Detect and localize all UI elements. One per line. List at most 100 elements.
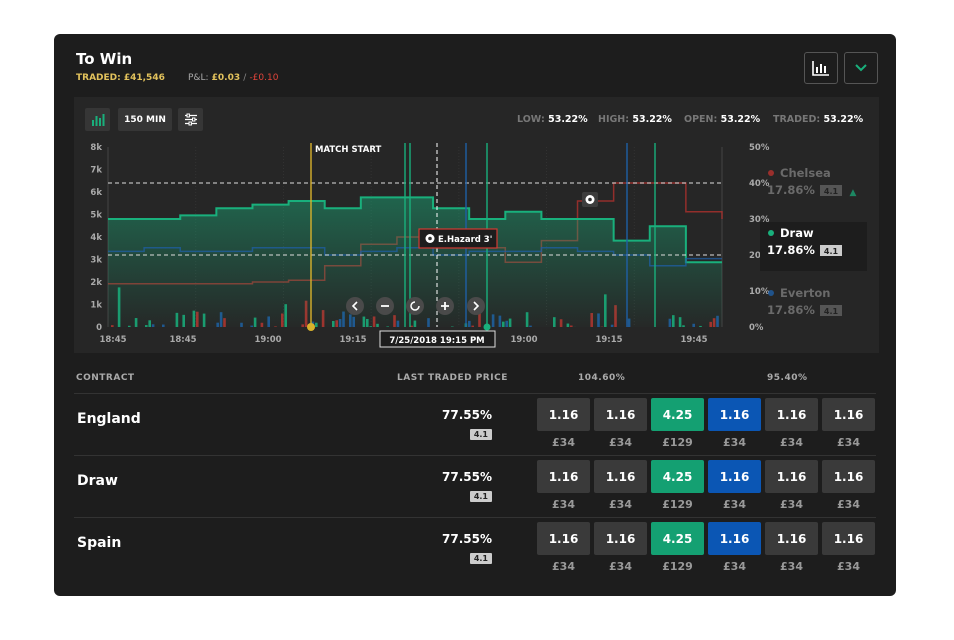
contract-name: Spain — [77, 535, 122, 551]
draw-series-line — [108, 196, 722, 264]
lay-price-button[interactable]: 1.16 — [765, 522, 818, 555]
available-amount: £34 — [609, 560, 632, 573]
market-summary: TRADED: £41,546 P&L: £0.03 / -£0.10 — [76, 73, 278, 83]
legend-dot — [768, 170, 774, 176]
legend-badge: 4.1 — [824, 307, 839, 316]
legend-value: 17.86% — [767, 243, 815, 257]
y-tick-left: 0 — [96, 323, 102, 333]
bar-chart-icon — [812, 61, 829, 76]
available-amount: £34 — [609, 498, 632, 511]
legend-value: 17.86% — [767, 303, 815, 317]
table-row: England 77.55% 4.1 1.16 £34 1.16 £34 4.25 £129 1.… — [74, 393, 876, 455]
lay-price-button[interactable]: 1.16 — [765, 460, 818, 493]
available-amount: £34 — [609, 436, 632, 449]
chart-toggle-button[interactable] — [804, 52, 838, 84]
back-price-button[interactable]: 1.16 — [594, 460, 647, 493]
back-price-button[interactable]: 1.16 — [594, 522, 647, 555]
odds-badge: 4.1 — [469, 553, 492, 564]
lay-price-button[interactable]: 1.16 — [822, 398, 875, 431]
x-tick: 18:45 — [99, 335, 126, 345]
collapse-button[interactable] — [844, 52, 878, 84]
x-tick: 19:15 — [595, 335, 622, 345]
available-amount: £129 — [662, 436, 693, 449]
market-title: To Win — [76, 50, 133, 68]
lay-price-button[interactable]: 1.16 — [708, 398, 761, 431]
available-amount: £34 — [723, 560, 746, 573]
chart-settings-button[interactable] — [178, 108, 203, 131]
legend-dot — [768, 230, 774, 236]
x-tick: 19:15 — [339, 335, 366, 345]
chart-type-button[interactable] — [85, 108, 110, 131]
event-tooltip — [418, 228, 498, 249]
range-select-button[interactable]: 150 MIN — [118, 108, 172, 131]
match-start-dot — [307, 323, 315, 331]
y-tick-right: 50% — [749, 143, 770, 153]
chevron-left-icon[interactable] — [346, 297, 364, 315]
back-price-button[interactable]: 4.25 — [651, 398, 704, 431]
lay-price-button[interactable]: 1.16 — [765, 398, 818, 431]
y-tick-left: 1k — [90, 301, 102, 311]
football-icon — [428, 236, 432, 241]
back-price-button[interactable]: 1.16 — [537, 398, 590, 431]
up-arrow-icon: ▲ — [850, 188, 857, 198]
legend-badge-bg — [820, 185, 842, 196]
back-price-button[interactable]: 4.25 — [651, 460, 704, 493]
chevron-right-icon — [473, 301, 480, 311]
y-tick-right: 0% — [749, 323, 764, 333]
col-ltp: LAST TRADED PRICE — [397, 373, 508, 383]
back-price-button[interactable]: 1.16 — [594, 398, 647, 431]
football-icon — [588, 197, 592, 202]
market-panel: To Win TRADED: £41,546 P&L: £0.03 / -£0.… — [54, 34, 896, 596]
back-price-button[interactable]: 4.25 — [651, 522, 704, 555]
y-tick-left: 8k — [90, 143, 102, 153]
y-tick-right: 20% — [749, 251, 770, 261]
x-tick: 19:00 — [510, 335, 537, 345]
available-amount: £34 — [723, 498, 746, 511]
bar-chart-icon — [91, 113, 104, 126]
event-label: E.Hazard 3' — [438, 235, 492, 245]
col-back-percent: 104.60% — [578, 373, 626, 383]
x-tick: 18:45 — [169, 335, 196, 345]
price-chart[interactable]: 8k 7k 6k 5k 4k 3k 2k 1k 0 50% 40% 30% 20% 10% 0% MATCH … — [74, 97, 879, 353]
back-price-button[interactable]: 1.16 — [537, 522, 590, 555]
odds-badge: 4.1 — [469, 429, 492, 440]
pl-separator: / — [243, 73, 247, 83]
chart-area: 150 MIN LOW: 53.22% HIGH: 53.22% OPEN: 5… — [74, 97, 879, 353]
contract-name: England — [77, 411, 141, 427]
available-amount: £34 — [837, 498, 860, 511]
stat-open: OPEN: 53.22% — [684, 114, 761, 125]
stat-traded: TRADED: 53.22% — [773, 114, 864, 125]
y-tick-right: 40% — [749, 179, 770, 189]
legend-badge: 4.1 — [824, 247, 839, 256]
y-tick-left: 7k — [90, 166, 102, 176]
available-amount: £34 — [837, 436, 860, 449]
plus-icon — [441, 302, 449, 310]
lay-price-button[interactable]: 1.16 — [708, 460, 761, 493]
available-amount: £129 — [662, 560, 693, 573]
col-contract: CONTRACT — [76, 373, 135, 383]
last-traded-price: 77.55% — [442, 470, 492, 484]
traded-total: TRADED: £41,546 — [76, 73, 165, 83]
table-row: Spain 77.55% 4.1 1.16 £34 1.16 £34 4.25 £129 1.16… — [74, 517, 876, 579]
available-amount: £34 — [552, 498, 575, 511]
pl-label: P&L: — [188, 73, 209, 83]
match-start-label: MATCH START — [315, 145, 381, 155]
legend-name: Draw — [780, 226, 814, 240]
lay-price-button[interactable]: 1.16 — [822, 522, 875, 555]
sliders-icon — [184, 113, 197, 126]
chevron-right-icon[interactable] — [467, 297, 485, 315]
cursor-date-label: 7/25/2018 19:15 PM — [389, 336, 484, 346]
back-price-button[interactable]: 1.16 — [537, 460, 590, 493]
y-tick-right: 10% — [749, 287, 770, 297]
reset-icon[interactable] — [406, 297, 424, 315]
lay-price-button[interactable]: 1.16 — [708, 522, 761, 555]
stat-high: HIGH: 53.22% — [598, 114, 672, 125]
contract-name: Draw — [77, 473, 118, 489]
chevron-down-icon — [855, 64, 867, 72]
reset-icon — [410, 301, 420, 311]
legend-name: Everton — [780, 286, 830, 300]
x-tick: 19:45 — [680, 335, 707, 345]
lay-price-button[interactable]: 1.16 — [822, 460, 875, 493]
legend-dot — [768, 290, 774, 296]
odds-badge: 4.1 — [469, 491, 492, 502]
